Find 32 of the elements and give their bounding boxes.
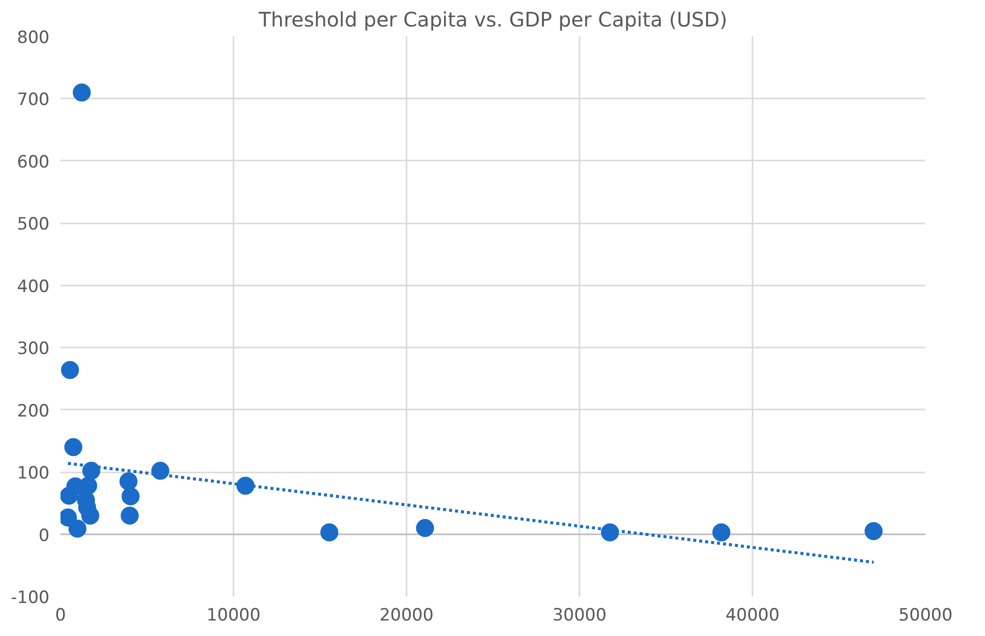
x-tick-label: 30000 xyxy=(552,606,607,626)
point xyxy=(60,486,78,505)
point xyxy=(864,522,883,540)
x-tick-label: 40000 xyxy=(725,606,780,626)
x-tick-label: 50000 xyxy=(898,606,953,626)
y-tick-label: 600 xyxy=(17,152,50,172)
y-tick-label: 500 xyxy=(17,214,50,235)
point xyxy=(120,506,139,525)
chart-title: Threshold per Capita vs. GDP per Capita (USD) xyxy=(258,8,728,32)
y-tick-label: 400 xyxy=(17,276,50,297)
y-tick-label: 700 xyxy=(17,90,50,110)
y-tick-label: 300 xyxy=(17,339,50,360)
point xyxy=(151,462,170,480)
y-tick-label: 200 xyxy=(17,401,50,422)
point xyxy=(122,487,140,506)
x-tick-label: 0 xyxy=(55,606,66,626)
y-tick-label: 800 xyxy=(17,28,50,48)
point xyxy=(61,361,80,379)
point xyxy=(416,519,434,538)
point xyxy=(320,523,338,542)
point xyxy=(64,438,82,456)
x-tick-label: 10000 xyxy=(206,606,261,626)
x-tick-label: 20000 xyxy=(379,606,434,626)
point xyxy=(119,472,138,490)
point xyxy=(600,523,619,542)
point xyxy=(68,520,86,538)
point xyxy=(712,523,730,542)
point xyxy=(72,84,91,102)
y-tick-label: -100 xyxy=(10,588,50,608)
point xyxy=(81,506,100,525)
y-tick-label: 100 xyxy=(17,464,50,484)
y-tick-label: 0 xyxy=(38,526,50,546)
